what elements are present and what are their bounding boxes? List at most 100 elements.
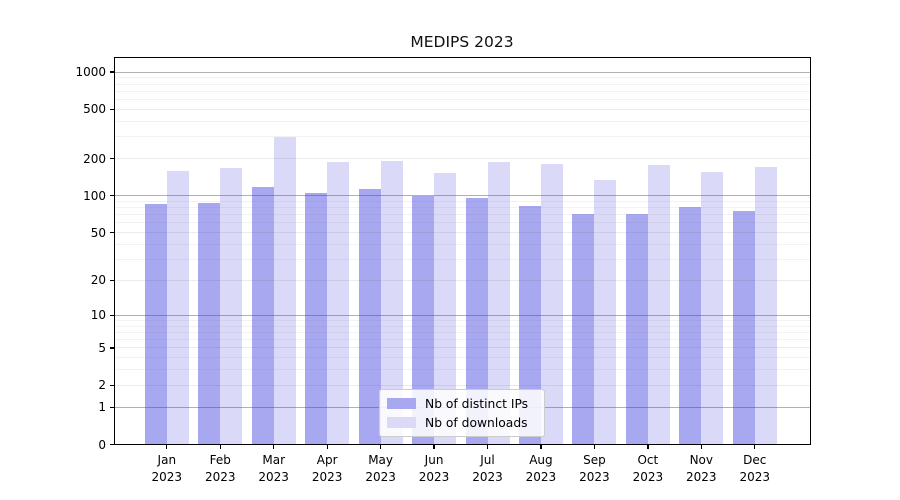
bar-downloads-aug xyxy=(540,164,563,445)
y-tick-500 xyxy=(110,108,114,111)
x-tick-label-apr: Apr 2023 xyxy=(311,452,343,484)
gridline-2 xyxy=(114,384,811,386)
bar-distinct-ips-nov xyxy=(679,206,702,445)
bar-downloads-oct xyxy=(647,165,670,445)
y-tick-label-2: 2 xyxy=(98,378,106,393)
bar-distinct-ips-dec xyxy=(732,211,755,445)
gridline-200 xyxy=(114,158,811,160)
gridline-500 xyxy=(114,108,811,110)
gridline-5 xyxy=(114,347,811,349)
bar-distinct-ips-oct xyxy=(625,213,648,445)
x-tick-label-sep: Sep 2023 xyxy=(579,452,610,484)
x-tick-label-may: May 2023 xyxy=(365,452,396,484)
bar-downloads-jun xyxy=(434,173,457,445)
bar-downloads-dec xyxy=(754,167,777,445)
legend-item-distinct-ips: Nb of distinct IPs xyxy=(387,397,537,411)
bar-distinct-ips-apr xyxy=(305,192,328,445)
gridline-3 xyxy=(114,369,811,371)
gridline-100 xyxy=(114,195,811,197)
y-tick-label-200: 200 xyxy=(83,151,106,166)
y-tick-label-10: 10 xyxy=(90,308,106,323)
gridline-90 xyxy=(114,200,811,202)
bar-distinct-ips-may xyxy=(358,189,381,445)
x-tick-jan xyxy=(166,444,168,449)
legend-swatch-distinct-ips xyxy=(387,398,416,409)
bar-distinct-ips-feb xyxy=(198,202,221,445)
chart-title: MEDIPS 2023 xyxy=(410,33,514,51)
bar-downloads-jul xyxy=(487,161,510,445)
bar-downloads-sep xyxy=(594,180,617,445)
y-tick-50 xyxy=(110,231,114,234)
x-tick-mar xyxy=(273,444,275,449)
x-tick-may xyxy=(380,444,382,449)
y-tick-0 xyxy=(110,443,114,446)
y-tick-1 xyxy=(110,406,114,408)
y-tick-label-20: 20 xyxy=(90,273,106,288)
y-tick-label-1000: 1000 xyxy=(75,65,106,80)
bar-distinct-ips-jun xyxy=(412,195,435,445)
bar-distinct-ips-jan xyxy=(144,204,167,445)
gridline-40 xyxy=(114,243,811,245)
gridline-30 xyxy=(114,258,811,260)
bar-distinct-ips-mar xyxy=(251,186,274,445)
y-tick-label-5: 5 xyxy=(98,340,106,355)
x-tick-label-jan: Jan 2023 xyxy=(151,452,183,484)
gridline-800 xyxy=(114,83,811,85)
x-tick-label-dec: Dec 2023 xyxy=(739,452,771,484)
y-tick-label-0: 0 xyxy=(98,437,106,452)
y-tick-100 xyxy=(110,195,114,197)
x-tick-nov xyxy=(700,444,702,449)
y-tick-10 xyxy=(110,314,114,316)
bar-downloads-mar xyxy=(273,137,296,445)
x-tick-aug xyxy=(540,444,542,449)
y-tick-20 xyxy=(110,279,114,282)
legend-swatch-downloads xyxy=(387,417,416,428)
x-tick-dec xyxy=(754,444,756,449)
x-tick-jun xyxy=(433,444,435,449)
x-tick-label-aug: Aug 2023 xyxy=(525,452,557,484)
gridline-600 xyxy=(114,99,811,101)
legend-label-distinct-ips: Nb of distinct IPs xyxy=(425,396,529,411)
y-tick-label-50: 50 xyxy=(90,225,106,240)
x-tick-label-mar: Mar 2023 xyxy=(258,452,289,484)
x-tick-jul xyxy=(486,444,489,449)
bar-downloads-feb xyxy=(220,167,243,445)
legend-label-downloads: Nb of downloads xyxy=(425,415,528,430)
gridline-80 xyxy=(114,207,811,209)
gridline-7 xyxy=(114,331,811,333)
x-tick-label-oct: Oct 2023 xyxy=(632,452,664,484)
gridline-6 xyxy=(114,339,811,341)
y-tick-5 xyxy=(110,347,114,349)
gridline-20 xyxy=(114,279,811,281)
gridline-50 xyxy=(114,232,811,234)
bar-downloads-nov xyxy=(701,172,724,445)
gridline-10 xyxy=(114,314,811,316)
gridline-400 xyxy=(114,120,811,122)
x-tick-apr xyxy=(326,444,328,449)
x-tick-label-feb: Feb 2023 xyxy=(204,452,236,484)
x-tick-label-jun: Jun 2023 xyxy=(418,452,450,484)
y-tick-label-500: 500 xyxy=(83,102,106,117)
gridline-1000 xyxy=(114,71,811,73)
bar-distinct-ips-jul xyxy=(465,198,488,445)
y-tick-label-100: 100 xyxy=(83,188,106,203)
legend-item-downloads: Nb of downloads xyxy=(387,416,537,430)
x-tick-feb xyxy=(219,444,221,449)
x-tick-label-nov: Nov 2023 xyxy=(686,452,717,484)
y-tick-2 xyxy=(110,384,114,386)
bar-downloads-jan xyxy=(166,170,189,445)
legend: Nb of distinct IPs Nb of downloads xyxy=(379,389,545,437)
y-tick-label-1: 1 xyxy=(98,400,106,415)
bar-downloads-may xyxy=(380,160,403,445)
y-tick-1000 xyxy=(110,71,114,73)
x-tick-sep xyxy=(593,444,596,449)
gridline-60 xyxy=(114,222,811,224)
gridline-9 xyxy=(114,319,811,321)
gridline-900 xyxy=(114,77,811,79)
x-tick-oct xyxy=(647,444,649,449)
x-tick-label-jul: Jul 2023 xyxy=(472,452,503,484)
bar-distinct-ips-aug xyxy=(518,206,541,445)
bar-distinct-ips-sep xyxy=(572,213,595,445)
gridline-300 xyxy=(114,136,811,138)
